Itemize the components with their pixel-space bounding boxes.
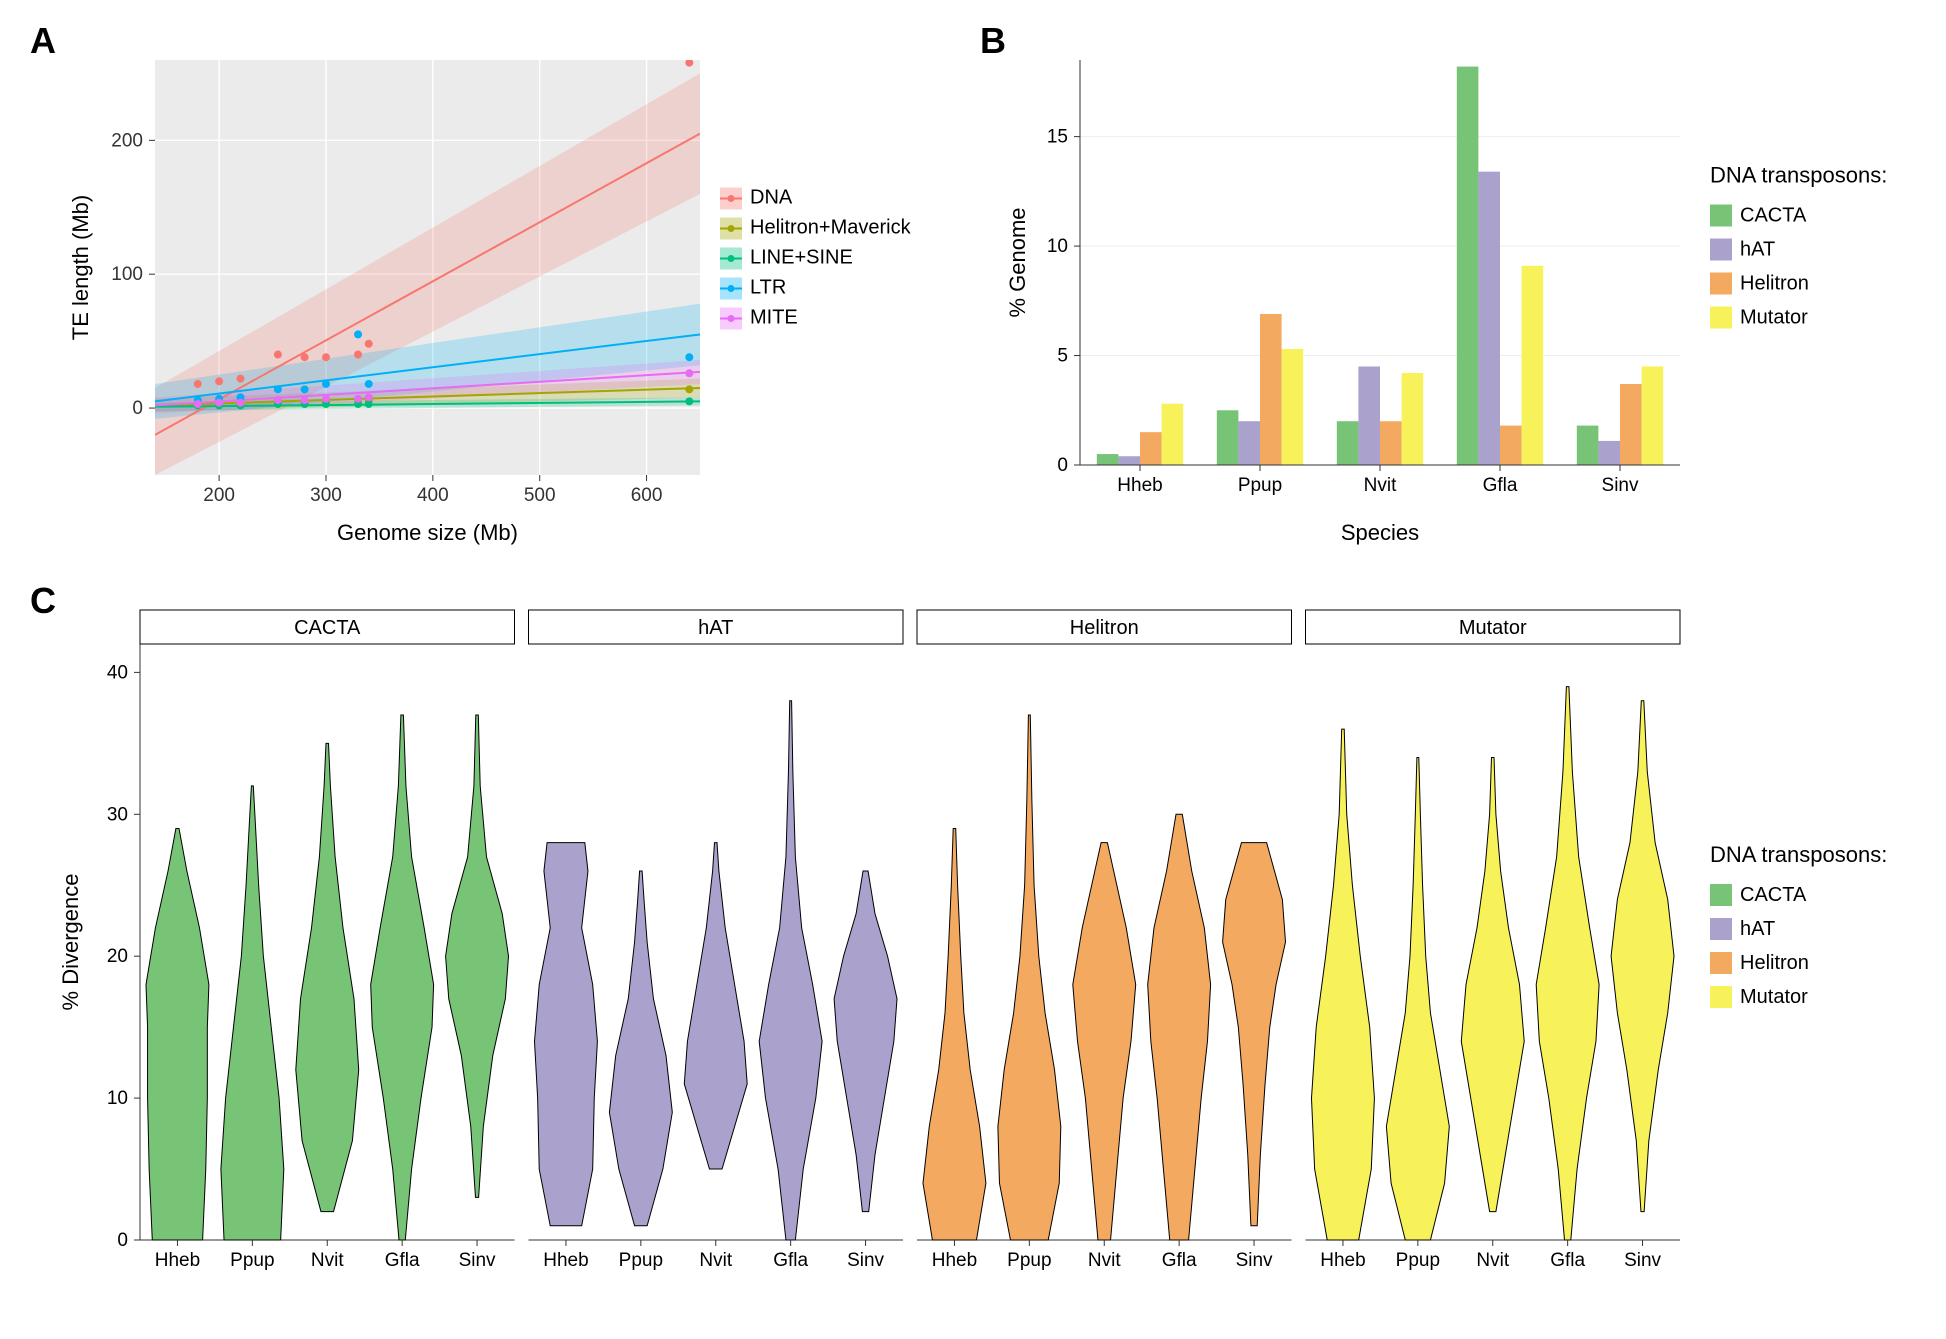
svg-text:Ppup: Ppup [619, 1250, 663, 1271]
svg-text:0: 0 [132, 398, 143, 419]
svg-text:Helitron: Helitron [1070, 617, 1139, 639]
svg-text:hAT: hAT [1740, 918, 1775, 940]
svg-text:TE length (Mb): TE length (Mb) [68, 195, 93, 341]
svg-text:Species: Species [1341, 520, 1419, 545]
svg-text:15: 15 [1047, 127, 1068, 148]
svg-text:Nvit: Nvit [1088, 1250, 1121, 1271]
svg-text:0: 0 [1057, 455, 1068, 476]
svg-text:Ppup: Ppup [1396, 1250, 1440, 1271]
svg-text:Helitron+Maverick: Helitron+Maverick [750, 217, 912, 239]
svg-text:Gfla: Gfla [385, 1250, 420, 1271]
svg-text:CACTA: CACTA [294, 617, 361, 639]
svg-text:600: 600 [631, 485, 663, 506]
svg-text:40: 40 [107, 662, 128, 683]
svg-text:Sinv: Sinv [1624, 1250, 1661, 1271]
svg-text:20: 20 [107, 946, 128, 967]
svg-text:DNA transposons:: DNA transposons: [1710, 842, 1887, 867]
panel-a-label: A [30, 20, 56, 62]
svg-text:30: 30 [107, 804, 128, 825]
svg-text:Gfla: Gfla [773, 1250, 808, 1271]
svg-text:Sinv: Sinv [1602, 475, 1639, 496]
svg-text:Nvit: Nvit [1476, 1250, 1509, 1271]
svg-text:Ppup: Ppup [1007, 1250, 1051, 1271]
svg-text:Ppup: Ppup [1238, 475, 1282, 496]
svg-text:hAT: hAT [698, 617, 733, 639]
svg-text:LTR: LTR [750, 277, 786, 299]
svg-text:Mutator: Mutator [1740, 986, 1808, 1008]
svg-text:MITE: MITE [750, 307, 798, 329]
svg-text:hAT: hAT [1740, 239, 1775, 261]
svg-text:Sinv: Sinv [1236, 1250, 1273, 1271]
svg-text:5: 5 [1057, 346, 1068, 367]
svg-text:DNA transposons:: DNA transposons: [1710, 163, 1887, 188]
svg-text:DNA: DNA [750, 187, 793, 209]
svg-text:10: 10 [107, 1088, 128, 1109]
svg-text:Nvit: Nvit [699, 1250, 732, 1271]
svg-text:CACTA: CACTA [1740, 884, 1807, 906]
svg-text:Gfla: Gfla [1550, 1250, 1585, 1271]
svg-text:Ppup: Ppup [230, 1250, 274, 1271]
svg-text:Hheb: Hheb [1320, 1250, 1365, 1271]
svg-text:% Divergence: % Divergence [58, 874, 83, 1011]
svg-text:200: 200 [203, 485, 235, 506]
svg-text:Mutator: Mutator [1459, 617, 1527, 639]
svg-text:200: 200 [111, 130, 143, 151]
svg-text:300: 300 [310, 485, 342, 506]
svg-text:400: 400 [417, 485, 449, 506]
svg-text:Helitron: Helitron [1740, 952, 1809, 974]
svg-text:Nvit: Nvit [1364, 475, 1397, 496]
svg-text:100: 100 [111, 264, 143, 285]
svg-text:Hheb: Hheb [543, 1250, 588, 1271]
svg-text:Mutator: Mutator [1740, 307, 1808, 329]
svg-text:Hheb: Hheb [932, 1250, 977, 1271]
svg-text:Gfla: Gfla [1483, 475, 1518, 496]
svg-text:Hheb: Hheb [1117, 475, 1162, 496]
svg-text:Genome size (Mb): Genome size (Mb) [337, 520, 518, 545]
svg-text:LINE+SINE: LINE+SINE [750, 247, 853, 269]
svg-text:CACTA: CACTA [1740, 205, 1807, 227]
figure-root: A 2003004005006000100200Genome size (Mb)… [20, 20, 1926, 1319]
svg-text:Sinv: Sinv [847, 1250, 884, 1271]
panel-b-chart: 0 5 10 15 Hheb Ppup Nvit Gfla Sinv Species % Genom… [1000, 30, 1930, 560]
svg-text:Hheb: Hheb [155, 1250, 200, 1271]
svg-text:% Genome: % Genome [1005, 207, 1030, 317]
svg-text:0: 0 [117, 1230, 128, 1251]
svg-text:10: 10 [1047, 236, 1068, 257]
svg-text:Helitron: Helitron [1740, 273, 1809, 295]
svg-text:Nvit: Nvit [311, 1250, 344, 1271]
svg-text:Sinv: Sinv [459, 1250, 496, 1271]
svg-text:Gfla: Gfla [1162, 1250, 1197, 1271]
svg-text:500: 500 [524, 485, 556, 506]
panel-a-chart: 200 300 400 500 600 0 100 200 Genome size (Mb) TE… [60, 30, 950, 560]
panel-c-chart: 0 10 20 30 40 % Divergence CACTA Hheb Ppup Nvit Gf… [50, 590, 1930, 1310]
